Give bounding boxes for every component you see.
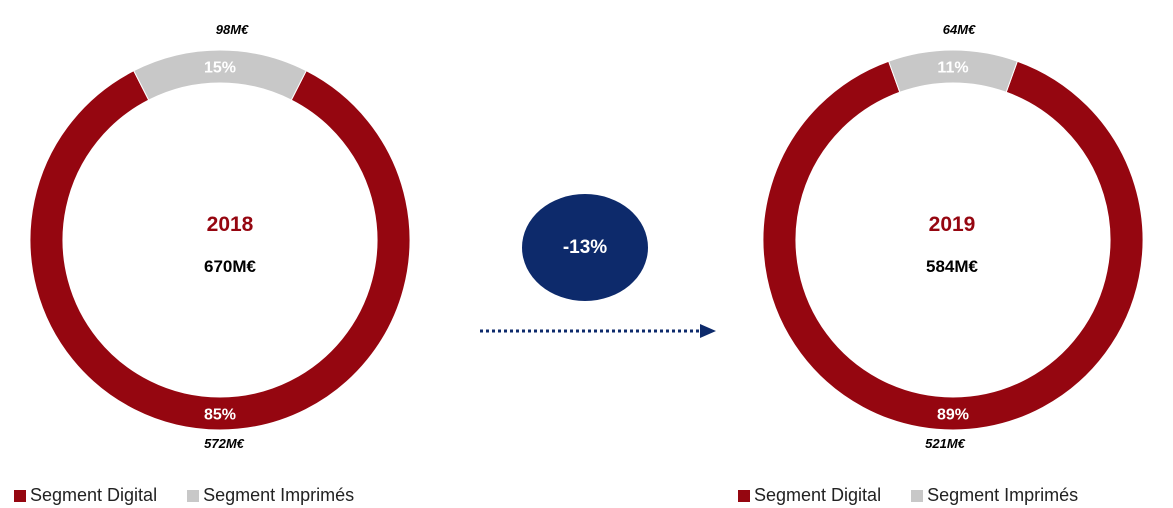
year-2018: 2018 [206, 213, 254, 236]
legend-swatch-digital [14, 489, 26, 502]
dotted-arrow [480, 324, 716, 338]
slice-digital-2019 [762, 60, 1144, 431]
legend-label-digital: Segment Digital [30, 485, 158, 505]
legend-label-imprimes: Segment Imprimés [927, 485, 1079, 505]
total-2018: 670M€ [204, 257, 256, 276]
imprimes-amount-2018: 98M€ [215, 22, 249, 37]
change-badge: -13% [522, 194, 648, 301]
year-2019: 2019 [928, 213, 976, 236]
total-2019: 584M€ [926, 257, 978, 276]
imprimes-amount-2019: 64M€ [942, 22, 976, 37]
legend-label-imprimes: Segment Imprimés [203, 485, 355, 505]
legend-label-digital: Segment Digital [754, 485, 882, 505]
legend-right: Segment Digital Segment Imprimés [738, 485, 1078, 506]
legend-swatch-imprimes [187, 489, 200, 502]
legend-item-imprimes: Segment Imprimés [187, 485, 354, 506]
slice-digital-2018 [29, 70, 411, 431]
pct-label-imprimes-2019: 11% [937, 60, 968, 77]
legend-left: Segment Digital Segment Imprimés [14, 485, 384, 506]
slice-imprimes-2019 [888, 49, 1018, 93]
pct-label-digital-2018: 85% [204, 407, 236, 424]
donut-chart-2018: 85% 15% [29, 49, 411, 431]
legend-item-digital: Segment Digital [738, 485, 881, 506]
donut-chart-2019: 89% 11% [762, 49, 1144, 431]
change-label: -13% [562, 236, 608, 258]
pct-label-digital-2019: 89% [937, 407, 969, 424]
pct-label-imprimes-2018: 15% [204, 60, 236, 77]
legend-item-imprimes: Segment Imprimés [911, 485, 1078, 506]
legend-item-digital: Segment Digital [14, 485, 157, 506]
legend-swatch-imprimes [911, 489, 924, 502]
slice-imprimes-2018 [133, 49, 307, 101]
digital-amount-2019: 521M€ [925, 436, 965, 451]
legend-swatch-digital [738, 489, 750, 502]
digital-amount-2018: 572M€ [204, 436, 244, 451]
